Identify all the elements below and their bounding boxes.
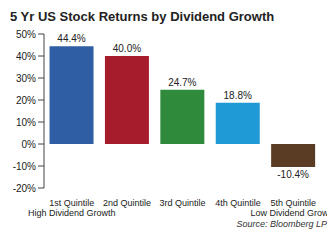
svg-text:10%: 10% [16,117,36,128]
svg-text:18.8%: 18.8% [224,90,252,101]
svg-text:40%: 40% [16,51,36,62]
svg-text:40.0%: 40.0% [113,43,141,54]
svg-text:-10.4%: -10.4% [277,169,309,180]
html-text:Source: Bloomberg LP: Source: Bloomberg LP [236,219,327,229]
svg-text:44.4%: 44.4% [57,33,85,44]
svg-text:2nd Quintile: 2nd Quintile [103,198,151,208]
svg-text:3rd Quintile: 3rd Quintile [159,198,205,208]
svg-text:-10%: -10% [13,161,36,172]
html-text:5 Yr US Stock Returns by Divid: 5 Yr US Stock Returns by Dividend Growth [10,9,275,24]
svg-text:24.7%: 24.7% [168,77,196,88]
svg-text:0%: 0% [22,139,37,150]
svg-text:5th QuintileLow Dividend Growt: 5th QuintileLow Dividend Growth [251,198,327,218]
svg-text:4th Quintile: 4th Quintile [215,198,261,208]
svg-text:30%: 30% [16,73,36,84]
html-text:1st Quintile: 1st Quintile [49,198,95,208]
svg-text:20%: 20% [16,95,36,106]
svg-text:-20%: -20% [13,183,36,194]
html-text:High Dividend Growth: High Dividend Growth [27,208,116,218]
svg-text:50%: 50% [16,29,36,40]
